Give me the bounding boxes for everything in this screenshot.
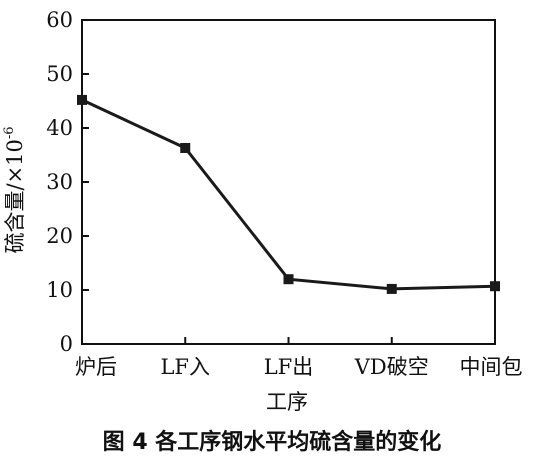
- data-point-marker: [77, 94, 87, 105]
- series-line: [81, 98, 496, 291]
- x-tick-label: 中间包: [460, 355, 523, 379]
- figure-caption: 图 4 各工序钢水平均硫含量的变化: [103, 429, 442, 455]
- y-tick-label: 30: [46, 170, 73, 194]
- data-point-marker: [180, 142, 191, 153]
- x-tick-label: 炉后: [75, 355, 117, 379]
- x-tick-label: LF出: [264, 355, 314, 379]
- y-axis-title-main: 硫含量/×10: [3, 139, 27, 253]
- x-axis-title: 工序: [266, 390, 308, 414]
- y-tick-label: 10: [46, 278, 73, 302]
- data-point-marker: [283, 274, 294, 285]
- svg-text:硫含量/×10-6: 硫含量/×10-6: [2, 126, 27, 253]
- x-tick-label: VD破空: [354, 355, 429, 379]
- y-axis-ticks: 0 10 20 30 40 50 60: [46, 8, 89, 356]
- y-axis-title: 硫含量/×10-6: [2, 126, 27, 253]
- y-axis-title-exponent: -6: [2, 126, 17, 139]
- y-tick-label: 20: [46, 224, 73, 248]
- series-sulfur-content: [77, 94, 500, 294]
- data-point-marker: [386, 283, 397, 294]
- y-tick-label: 40: [46, 116, 73, 140]
- y-tick-label: 60: [46, 8, 73, 32]
- x-axis-ticks: 炉后 LF入 LF出 VD破空 中间包: [75, 337, 523, 379]
- plot-frame: [81, 19, 496, 345]
- data-point-marker: [490, 281, 500, 292]
- y-tick-label: 0: [60, 332, 73, 356]
- y-tick-label: 50: [46, 62, 73, 86]
- x-tick-label: LF入: [160, 355, 210, 379]
